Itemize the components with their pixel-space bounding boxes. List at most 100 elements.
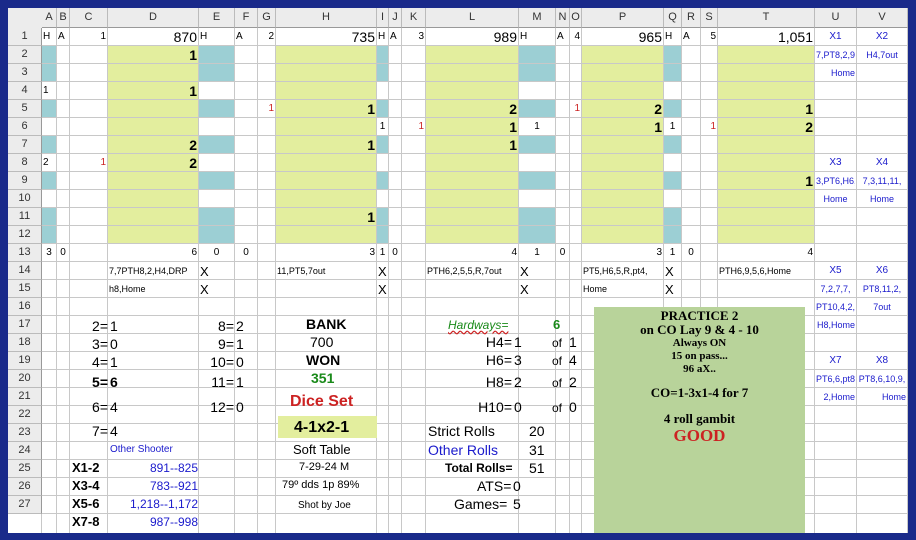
row-line bbox=[8, 171, 908, 172]
cell-g5: 1 bbox=[268, 104, 274, 114]
row-line bbox=[8, 387, 908, 388]
row-line bbox=[8, 369, 908, 370]
cell-q6: 1 bbox=[669, 122, 676, 132]
row-line bbox=[8, 261, 908, 262]
other-shooter-value: 891--825 bbox=[149, 461, 198, 475]
cell-a4: 1 bbox=[43, 86, 49, 96]
count-label: 3= bbox=[92, 336, 108, 352]
practice-line3: Always ON bbox=[672, 337, 727, 349]
roll-mark: X bbox=[378, 264, 387, 278]
count-label: 7= bbox=[92, 423, 108, 439]
cell-r13: 0 bbox=[688, 248, 694, 258]
block-number: 2 bbox=[268, 32, 274, 42]
block-total: 989 bbox=[493, 30, 517, 44]
row-line bbox=[8, 63, 908, 64]
hardway-max: 2 bbox=[569, 374, 577, 390]
teal-cell bbox=[42, 64, 57, 82]
count-value: 0 bbox=[236, 354, 244, 370]
cell-v15: PT8,11,2, bbox=[862, 284, 902, 294]
column-header-t: T bbox=[718, 8, 815, 28]
row-header-5: 5 bbox=[8, 100, 42, 118]
practice-result: GOOD bbox=[673, 426, 726, 445]
roll-string: h8,Home bbox=[109, 284, 146, 294]
cell-u21: 2,Home bbox=[823, 392, 855, 402]
roll-mark: X bbox=[520, 264, 529, 278]
cell-o5: 1 bbox=[574, 104, 580, 114]
block-number: 1 bbox=[100, 32, 106, 42]
cell-v10: Home bbox=[869, 194, 894, 204]
cell-d2: 1 bbox=[189, 48, 197, 62]
hardway-label: H10= bbox=[478, 399, 512, 415]
column-header-e: E bbox=[199, 8, 235, 28]
row-line bbox=[8, 477, 908, 478]
away-label: A bbox=[390, 32, 397, 42]
row-header-14: 14 bbox=[8, 262, 42, 280]
cell-u14: X5 bbox=[829, 266, 842, 276]
teal-cell bbox=[664, 100, 682, 118]
teal-cell bbox=[519, 172, 556, 190]
shooter: Shot by Joe bbox=[298, 500, 351, 511]
hardway-label: H8= bbox=[485, 374, 512, 390]
spreadsheet: A B C D E F G H I J K L M N O P Q R S T U V 1 2 3 4 5 6 7 8 9 10 11 12 13 1… bbox=[8, 8, 908, 533]
away-label: A bbox=[683, 32, 690, 42]
count-label: 9= bbox=[218, 336, 234, 352]
hardway-label: H4= bbox=[485, 334, 512, 350]
row-header-23: 23 bbox=[8, 424, 42, 442]
col-line bbox=[234, 8, 235, 533]
teal-cell bbox=[664, 208, 682, 226]
row-header-10: 10 bbox=[8, 190, 42, 208]
cell-v14: X6 bbox=[875, 266, 889, 276]
practice-line5: 96 aX.. bbox=[683, 363, 716, 375]
games-label: Games= bbox=[454, 496, 508, 512]
teal-cell bbox=[199, 172, 235, 190]
won-label: WON bbox=[306, 352, 341, 368]
row-header-24: 24 bbox=[8, 442, 42, 460]
cell-m13: 1 bbox=[534, 248, 540, 258]
cell-k6: 1 bbox=[418, 122, 424, 132]
other-shooter-label: X7-8 bbox=[72, 514, 100, 529]
cell-d8: 2 bbox=[189, 156, 197, 170]
cell-u8: X3 bbox=[829, 158, 842, 168]
column-header-i: I bbox=[377, 8, 389, 28]
other-shooter-value: 783--921 bbox=[149, 479, 198, 493]
column-header-r: R bbox=[682, 8, 701, 28]
block-number: 5 bbox=[710, 32, 716, 42]
column-header-a: A bbox=[42, 8, 57, 28]
row-header-9: 9 bbox=[8, 172, 42, 190]
column-header-d: D bbox=[108, 8, 199, 28]
row-line bbox=[8, 441, 908, 442]
row-header-3: 3 bbox=[8, 64, 42, 82]
other-rolls-value: 31 bbox=[529, 442, 545, 458]
row-line bbox=[8, 189, 908, 190]
cell-u17: H8,Home bbox=[816, 320, 855, 330]
other-shooter-label: X3-4 bbox=[72, 478, 100, 493]
cell-t5: 1 bbox=[805, 102, 813, 116]
cell-u15: 7,2,7,7, bbox=[820, 284, 851, 294]
other-shooter-value: 987--998 bbox=[149, 515, 198, 529]
roll-string: 7,7PTH8,2,H4,DRP bbox=[109, 266, 188, 276]
row-line bbox=[8, 153, 908, 154]
cell-m6: 1 bbox=[534, 122, 540, 132]
cell-u16: PT10,4,2, bbox=[816, 302, 855, 312]
hardway-label: H6= bbox=[485, 352, 512, 368]
count-label: 11= bbox=[211, 374, 234, 390]
col-line bbox=[56, 8, 57, 533]
column-header-k: K bbox=[402, 8, 426, 28]
row-line bbox=[8, 315, 908, 316]
other-shooter-label: X1-2 bbox=[72, 460, 100, 475]
column-header-o: O bbox=[570, 8, 582, 28]
strict-rolls-label: Strict Rolls bbox=[428, 423, 495, 439]
cell-j13: 0 bbox=[392, 248, 398, 258]
practice-line2: on CO Lay 9 & 4 - 10 bbox=[640, 322, 759, 337]
hot-label: H bbox=[520, 32, 528, 42]
weather: 79º dds 1p 89% bbox=[282, 479, 360, 491]
col-line bbox=[425, 8, 426, 533]
row-header-13: 13 bbox=[8, 244, 42, 262]
row-header-6: 6 bbox=[8, 118, 42, 136]
cell-c8: 1 bbox=[100, 158, 106, 168]
row-line bbox=[8, 333, 908, 334]
row-header-25: 25 bbox=[8, 460, 42, 478]
bank-label: BANK bbox=[306, 316, 347, 332]
roll-string: Home bbox=[583, 284, 608, 294]
row-header-4: 4 bbox=[8, 82, 42, 100]
